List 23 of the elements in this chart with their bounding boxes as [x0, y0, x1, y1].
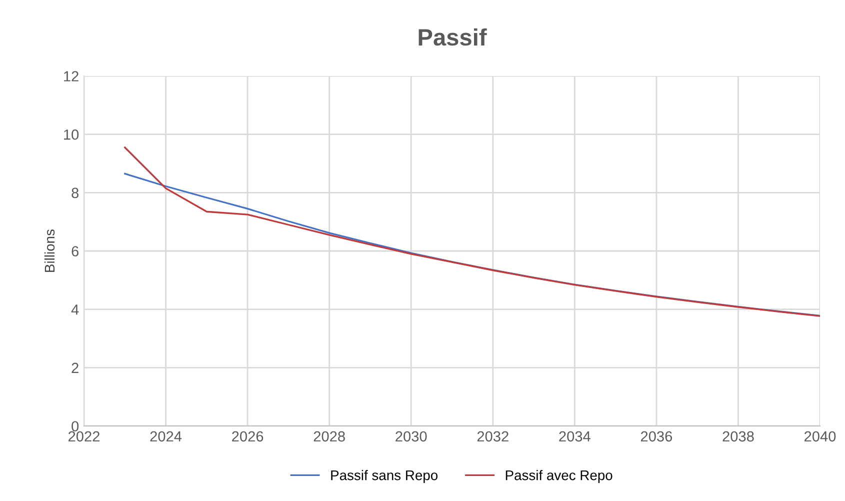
x-tick-label: 2024 [150, 431, 182, 442]
y-tick-label: 12 [64, 71, 78, 82]
x-tick-label: 2034 [559, 431, 590, 442]
y-tick-label: 10 [64, 129, 79, 140]
x-tick-label: 2022 [68, 431, 100, 442]
x-tick-label: 2040 [804, 431, 836, 442]
line-series [124, 172, 820, 317]
x-tick-label: 2026 [232, 431, 264, 442]
line-series [124, 146, 820, 317]
y-axis-title: Billions [44, 230, 55, 272]
legend-label: Passif avec Repo [506, 470, 612, 483]
chart-title: Passif [418, 28, 487, 46]
y-tick-label: 6 [72, 246, 78, 256]
x-tick-label: 2038 [722, 431, 754, 442]
x-tick-label: 2036 [640, 431, 672, 442]
y-tick-label: 8 [72, 188, 79, 198]
x-tick-label: 2030 [396, 431, 427, 442]
legend-label: Passif sans Repo [331, 470, 438, 483]
y-tick-label: 2 [72, 362, 78, 373]
x-tick-label: 2028 [314, 431, 345, 442]
y-tick-label: 4 [71, 304, 79, 315]
x-tick-label: 2032 [477, 431, 508, 442]
y-tick-label: 0 [72, 421, 79, 432]
